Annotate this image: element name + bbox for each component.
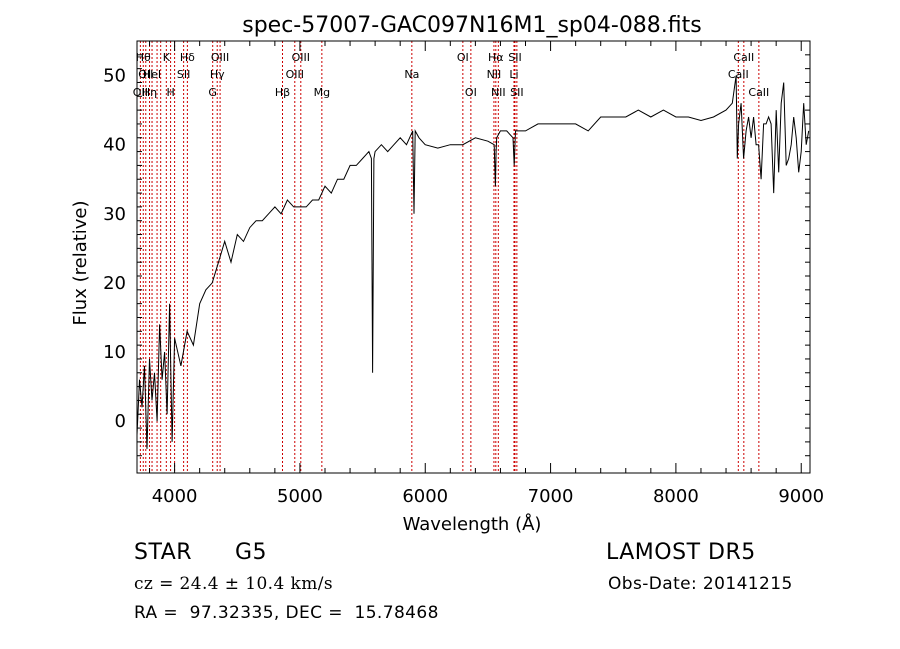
plot-frame [136, 40, 811, 474]
spectrum-line [136, 75, 810, 449]
line-marker-label: CaII [748, 86, 769, 99]
line-marker-label: NII [487, 68, 502, 81]
x-tick-label: 9000 [778, 486, 824, 507]
line-marker-label: Li [509, 68, 518, 81]
line-marker-label: G [208, 86, 217, 99]
line-marker-label: Hη [142, 86, 157, 99]
x-axis: 4000 5000 6000 7000 8000 9000 [149, 41, 824, 507]
line-marker-label: Hβ [275, 86, 290, 99]
line-marker-label: HeI [143, 68, 161, 81]
line-marker-label: SII [508, 51, 521, 64]
subclass: G5 [235, 540, 268, 565]
y-tick-label: 30 [103, 204, 126, 225]
line-marker-label: CaII [733, 51, 754, 64]
line-marker-label: K [163, 51, 171, 64]
line-markers [139, 41, 760, 473]
line-marker-label: NII [491, 86, 506, 99]
line-marker-label: Mg [314, 86, 330, 99]
object-class: STAR [134, 540, 193, 565]
velocity: cz = 24.4 ± 10.4 km/s [134, 574, 333, 594]
x-tick-label: 4000 [152, 486, 198, 507]
line-marker-label: OIII [211, 51, 229, 64]
line-marker-label: OII [138, 68, 153, 81]
line-marker-label: Hδ [180, 51, 195, 64]
y-tick-label: 20 [103, 273, 126, 294]
y-axis: 0 10 20 30 40 50 [103, 40, 810, 457]
line-marker-label: Hθ [136, 51, 151, 64]
x-tick-label: 5000 [277, 486, 323, 507]
x-axis-label: Wavelength (Å) [403, 513, 542, 535]
coordinates: RA = 97.32335, DEC = 15.78468 [134, 603, 439, 623]
obs-date: Obs-Date: 20141215 [608, 574, 793, 594]
y-tick-label: 40 [103, 135, 126, 156]
line-marker-label: CaII [728, 68, 749, 81]
line-marker-labels: OIIHθOIIHηHeIKHSIIHδGHγOIIIHβOIIIOIIIMgN… [133, 51, 770, 99]
x-tick-label: 6000 [402, 486, 448, 507]
line-marker-label: Na [404, 68, 419, 81]
line-marker-label: OIII [286, 68, 304, 81]
y-tick-label: 50 [103, 66, 126, 87]
x-tick-label: 8000 [653, 486, 699, 507]
line-marker-label: SII [177, 68, 190, 81]
line-marker-label: Hα [488, 51, 504, 64]
x-tick-label: 7000 [528, 486, 574, 507]
y-axis-label: Flux (relative) [70, 200, 91, 325]
chart-title: spec-57007-GAC097N16M1_sp04-088.fits [242, 13, 702, 38]
line-marker-label: SII [510, 86, 523, 99]
line-marker-label: H [166, 86, 174, 99]
y-tick-label: 0 [115, 411, 126, 432]
line-marker-label: OI [457, 51, 469, 64]
line-marker-label: OI [465, 86, 477, 99]
y-tick-label: 10 [103, 342, 126, 363]
survey-name: LAMOST DR5 [606, 540, 756, 565]
line-marker-label: OIII [292, 51, 310, 64]
line-marker-label: Hγ [210, 68, 225, 81]
